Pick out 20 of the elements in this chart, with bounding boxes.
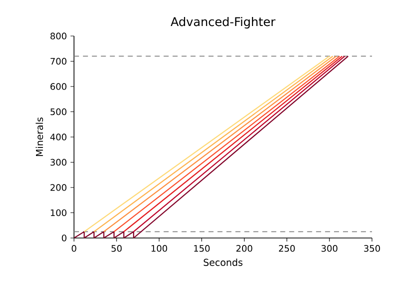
x-tick-label: 50	[112, 245, 122, 252]
y-tick-label: 700	[50, 58, 66, 65]
x-tick-label: 150	[194, 245, 210, 252]
x-tick-label: 0	[72, 245, 76, 252]
y-tick-label: 100	[50, 209, 66, 216]
x-axis-title: Seconds	[204, 258, 242, 266]
x-tick-label: 200	[236, 245, 252, 252]
y-tick-label: 400	[50, 134, 66, 140]
x-tick-label: 100	[152, 245, 168, 252]
y-axis-title: Minerals	[36, 118, 44, 156]
y-tick-label: 600	[50, 83, 66, 90]
chart-title: Advanced-Fighter	[170, 16, 276, 28]
y-tick-label: 200	[50, 184, 66, 191]
x-tick-label: 350	[364, 245, 380, 252]
y-tick-label: 0	[62, 234, 66, 242]
x-tick-label: 250	[278, 245, 295, 252]
x-tick-label: 300	[322, 245, 338, 252]
y-tick-label: 300	[50, 158, 66, 166]
y-tick-label: 800	[50, 32, 66, 40]
y-tick-label: 500	[50, 108, 66, 116]
